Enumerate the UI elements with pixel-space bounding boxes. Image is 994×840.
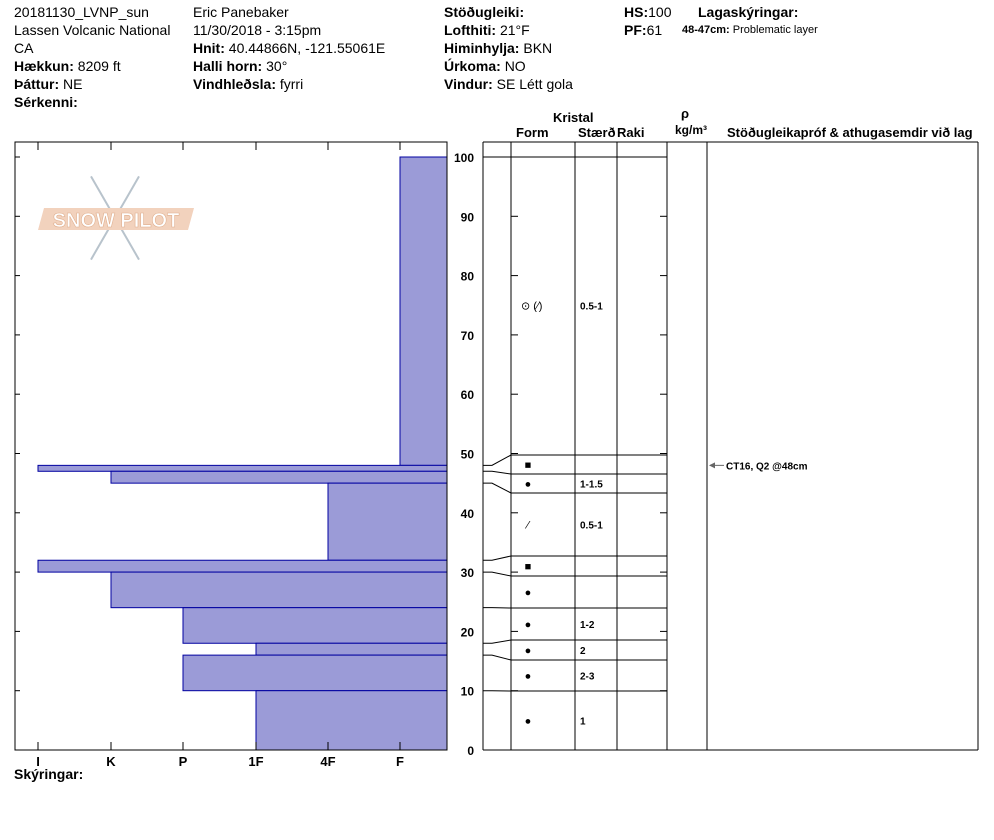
x-tick-label: 1F	[248, 754, 263, 769]
grain-form-symbol: ●	[525, 619, 532, 631]
layer-connector	[483, 470, 512, 475]
grain-size: 0.5-1	[580, 301, 603, 312]
stability-test-result: CT16, Q2 @48cm	[726, 461, 808, 472]
grain-size: 1	[580, 717, 586, 728]
penetration-foot: PF:61	[624, 22, 663, 38]
coordinates: Hnit: 40.44866N, -121.55061E	[193, 40, 386, 56]
grain-form-symbol: ⁄	[524, 520, 531, 532]
observer: Eric Panebaker	[193, 4, 289, 20]
y-tick-label: 70	[461, 329, 475, 343]
grain-size: 2-3	[580, 672, 595, 683]
x-tick-label: F	[396, 754, 404, 769]
hardness-bar	[182, 607, 448, 644]
y-tick-label: 30	[461, 566, 475, 580]
air-temp: Lofthiti: 21°F	[444, 22, 530, 38]
y-tick-label: 10	[461, 685, 475, 699]
layer-note: 48-47cm: Problematic layer	[682, 24, 818, 36]
x-tick-label: K	[106, 754, 116, 769]
layer-connector	[483, 654, 512, 661]
hardness-bar	[37, 559, 448, 573]
location: Lassen Volcanic National	[14, 22, 171, 38]
features-label: Sérkenni:	[14, 94, 78, 110]
hardness-bar	[182, 654, 448, 692]
x-tick-label: P	[179, 754, 188, 769]
y-tick-label: 50	[461, 448, 475, 462]
grain-form-symbol: ●	[525, 587, 532, 599]
moisture-header: Raki	[617, 125, 645, 140]
layer-connector	[483, 555, 512, 561]
hardness-bar	[255, 642, 448, 656]
y-tick-label: 80	[461, 270, 475, 284]
logo-text: SNOW PILOT	[53, 210, 180, 232]
grain-size: 0.5-1	[580, 521, 603, 532]
x-tick-label: 4F	[320, 754, 335, 769]
grain-form-symbol: ●	[525, 479, 532, 491]
hardness-bar	[255, 690, 448, 751]
layer-connector	[483, 571, 512, 577]
elevation: Hækkun: 8209 ft	[14, 58, 121, 74]
x-tick-label: I	[36, 754, 40, 769]
grain-form-symbol: ■	[525, 460, 532, 472]
layer-connector	[483, 482, 512, 494]
y-tick-label: 0	[467, 744, 474, 758]
state: CA	[14, 40, 34, 56]
grain-form-symbol: ●	[525, 716, 532, 728]
grain-form-symbol: ●	[525, 671, 532, 683]
wind-loading: Vindhleðsla: fyrri	[193, 76, 304, 92]
grain-form-symbol: ⊙ (⁄)	[521, 300, 542, 312]
y-tick-label: 60	[461, 388, 475, 402]
legend-label: Skýringar:	[14, 766, 84, 782]
snow-height: HS:100	[624, 4, 672, 20]
form-header: Form	[516, 125, 549, 140]
hardness-bar	[110, 470, 448, 484]
sky-cover: Himinhylja: BKN	[444, 40, 553, 56]
crystal-header: Kristal	[553, 110, 594, 125]
hardness-bar	[327, 482, 448, 561]
wind: Vindur: SE Létt gola	[444, 76, 573, 92]
precipitation: Úrkoma: NO	[444, 58, 526, 74]
datetime: 11/30/2018 - 3:15pm	[193, 22, 322, 38]
y-tick-label: 40	[461, 507, 475, 521]
grain-size: 2	[580, 646, 586, 657]
slope-angle: Halli horn: 30°	[193, 58, 288, 74]
hardness-bar	[37, 464, 448, 472]
layer-notes-label: Lagaskýringar:	[698, 4, 799, 20]
snowpilot-logo: SNOW PILOT	[38, 175, 194, 261]
grain-form-symbol: ■	[525, 561, 532, 573]
hardness-plot-frame	[14, 141, 448, 751]
logo-banner	[38, 208, 194, 230]
grain-size: 1-1.5	[580, 480, 603, 491]
grain-form-symbol: ●	[525, 645, 532, 657]
aspect: Þáttur: NE	[14, 76, 83, 92]
grain-size: 1-2	[580, 620, 595, 631]
hardness-bar	[110, 571, 448, 609]
stability-label: Stöðugleiki:	[444, 4, 525, 20]
layer-connector	[483, 454, 512, 466]
arrow-head-icon	[709, 462, 715, 469]
rho-header: ρ	[681, 106, 690, 121]
y-tick-label: 90	[461, 210, 475, 224]
y-tick-label: 20	[461, 625, 475, 639]
layer-connector	[483, 639, 512, 644]
density-unit-header: kg/m³	[675, 123, 708, 137]
comments-header: Stöðugleikapróf & athugasemdir við lag	[727, 125, 973, 140]
size-header: Stærð	[578, 125, 616, 140]
y-tick-label: 100	[454, 151, 474, 165]
pit-name: 20181130_LVNP_sun	[14, 4, 149, 20]
hardness-bar	[399, 156, 448, 466]
